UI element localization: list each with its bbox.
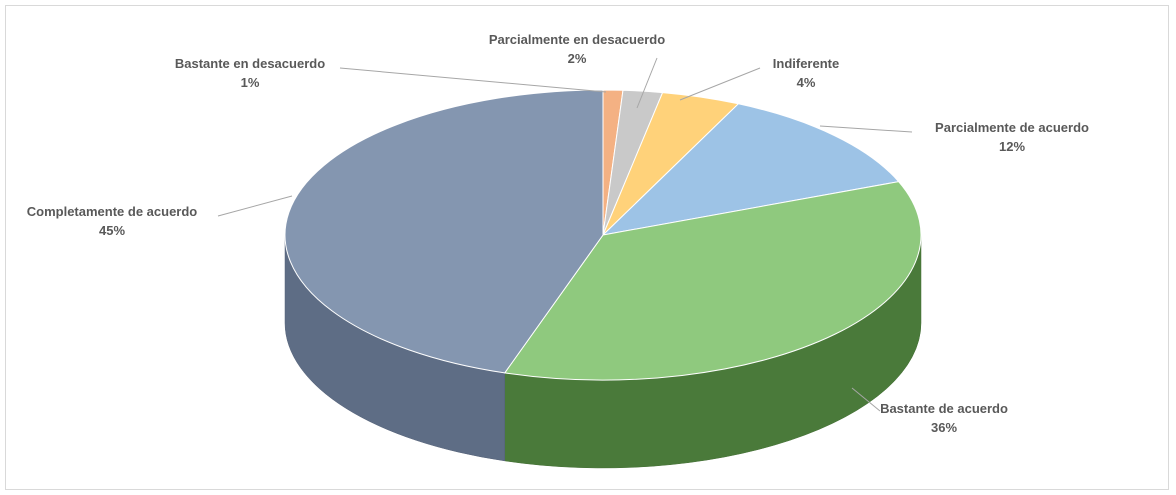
pie-slices [284,89,922,381]
slice-value-bastante-en-desacuerdo: 1% [241,75,260,90]
slice-value-indiferente: 4% [797,75,816,90]
slice-label-bastante-de-acuerdo: Bastante de acuerdo [880,401,1008,416]
slice-label-parcialmente-de-acuerdo: Parcialmente de acuerdo [935,120,1089,135]
leader-lines [217,57,913,412]
slice-label-parcialmente-en-desacuerdo: Parcialmente en desacuerdo [489,32,665,47]
leader-line-bastante-en-desacuerdo [339,67,607,93]
slice-label-bastante-en-desacuerdo: Bastante en desacuerdo [175,56,325,71]
slice-value-parcialmente-de-acuerdo: 12% [999,139,1025,154]
leader-line-completamente-de-acuerdo [217,195,293,217]
leader-line-indiferente [679,67,761,101]
leader-line-parcialmente-de-acuerdo [819,125,913,133]
leader-line-parcialmente-en-desacuerdo [636,57,658,109]
slice-value-completamente-de-acuerdo: 45% [99,223,125,238]
slice-labels: Bastante en desacuerdo 1% Parcialmente en … [27,32,1089,435]
leader-line-bastante-de-acuerdo [851,387,881,412]
slice-label-indiferente: Indiferente [773,56,839,71]
pie-slice-completamente-de-acuerdo [284,89,604,374]
pie-slice-parcialmente-de-acuerdo [601,103,900,236]
pie-slice-bastante-de-acuerdo [503,181,922,381]
slice-label-completamente-de-acuerdo: Completamente de acuerdo [27,204,198,219]
slice-value-parcialmente-en-desacuerdo: 2% [568,51,587,66]
slice-value-bastante-de-acuerdo: 36% [931,420,957,435]
